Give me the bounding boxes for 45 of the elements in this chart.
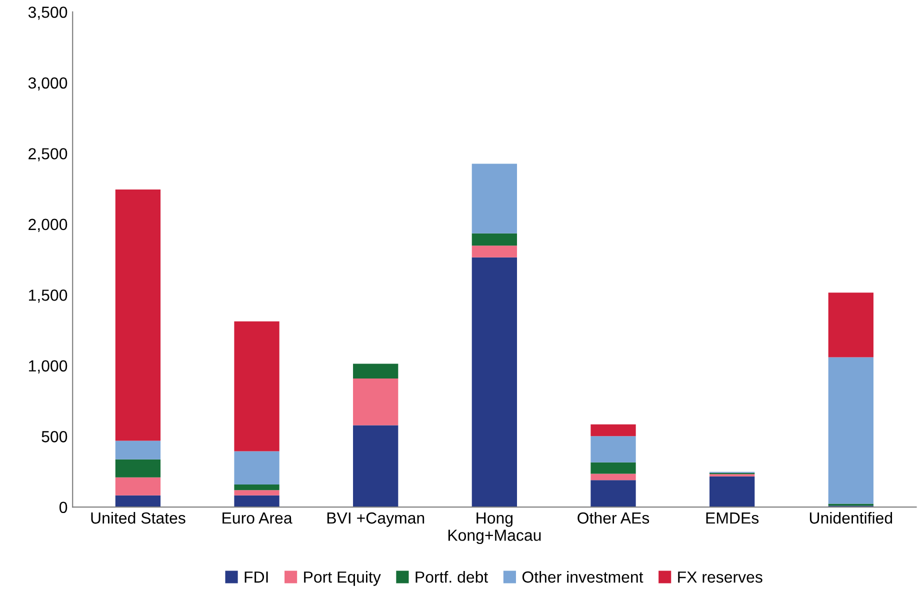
y-tick-label: 2,500 xyxy=(28,148,68,162)
legend-label: Other investment xyxy=(522,570,644,583)
bar xyxy=(234,495,280,508)
x-tick-label: Other AEs xyxy=(578,512,650,524)
y-tick-label: 0 xyxy=(59,502,68,514)
y-tick-label: 3,000 xyxy=(28,77,68,91)
bar xyxy=(472,257,517,508)
x-tick-label: EMDEs xyxy=(706,512,759,524)
x-tick-label: Euro Area xyxy=(222,512,292,524)
bar xyxy=(590,462,636,474)
legend-label: FX reserves xyxy=(678,572,762,583)
bar xyxy=(709,476,755,508)
x-tick-label: Hong Kong+Macau xyxy=(448,512,541,544)
bar xyxy=(590,436,636,462)
bar xyxy=(590,474,636,480)
bar xyxy=(828,292,874,358)
bar xyxy=(115,440,161,460)
bar xyxy=(828,357,874,504)
bar xyxy=(353,378,398,426)
bar xyxy=(115,477,161,496)
bar xyxy=(234,484,280,490)
x-tick-label: United States xyxy=(91,512,186,524)
legend-label: Portf. debt xyxy=(416,570,488,583)
y-tick-label: 1,000 xyxy=(28,360,68,374)
y-tick-label: 500 xyxy=(42,431,68,442)
bar xyxy=(115,495,161,508)
bar xyxy=(590,424,636,436)
bar xyxy=(115,459,161,478)
x-tick-label: Unidentified xyxy=(810,512,892,524)
bar xyxy=(234,451,280,484)
bar xyxy=(590,480,636,508)
y-tick-label: 1,500 xyxy=(28,290,68,303)
bar xyxy=(353,364,398,379)
legend-label: Port Equity xyxy=(304,570,381,586)
bar xyxy=(472,233,517,246)
legend-label: FDI xyxy=(244,572,268,583)
y-tick-label: 2,000 xyxy=(28,218,68,232)
bar xyxy=(472,246,517,258)
y-tick-label: 3,500 xyxy=(28,6,68,20)
x-tick-label: BVI +Cayman xyxy=(327,512,424,527)
bar xyxy=(115,190,161,441)
bar xyxy=(353,425,398,508)
bar xyxy=(234,321,280,452)
bar xyxy=(472,164,517,234)
bar xyxy=(234,490,280,496)
